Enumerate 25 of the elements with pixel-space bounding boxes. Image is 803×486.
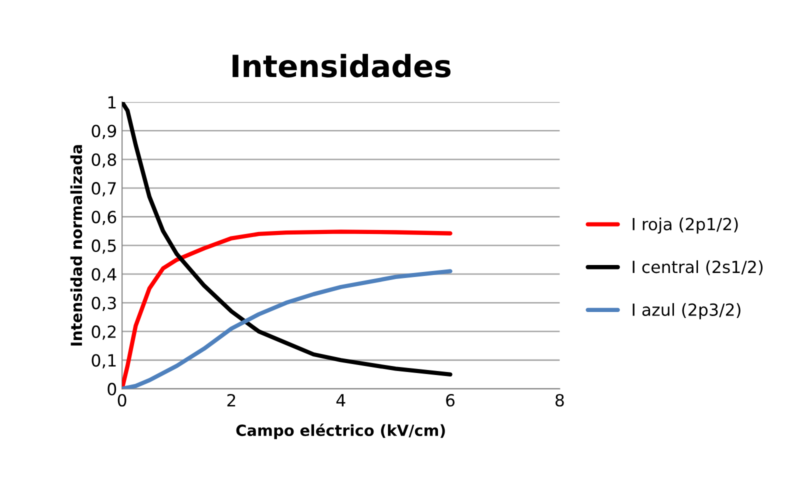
y-tick-label: 0,8 (92, 153, 116, 168)
line-series (122, 230, 452, 389)
chart-title: Intensidades (232, 54, 450, 78)
y-tick-label: 0,5 (92, 239, 116, 254)
x-tick-label: 4 (336, 394, 346, 406)
y-tick-label: 0,3 (92, 296, 116, 312)
line-series (122, 269, 452, 389)
x-tick-label: 0 (118, 394, 126, 407)
legend-label: I azul (2p3/2) (632, 303, 740, 320)
y-tick-label: 0,9 (92, 124, 116, 140)
legend-label: I roja (2p1/2) (632, 218, 738, 234)
y-tick-label: 0,4 (92, 268, 116, 282)
x-tick-label: 8 (556, 394, 564, 407)
y-axis-title: Intensidad normalizada (70, 145, 82, 346)
y-tick-label: 0,7 (92, 182, 116, 196)
line-series (122, 102, 452, 377)
y-tick-label: 0,6 (92, 210, 116, 226)
y-tick-label: 1 (108, 96, 116, 108)
y-tick-label: 0 (108, 382, 116, 396)
legend-label: I central (2s1/2) (632, 260, 763, 276)
y-tick-label: 0,1 (92, 354, 116, 368)
x-tick-label: 2 (227, 394, 236, 406)
x-axis-title: Campo eléctrico (kV/cm) (236, 424, 445, 440)
y-tick-label: 0,2 (92, 325, 116, 340)
x-tick-label: 6 (446, 394, 455, 407)
